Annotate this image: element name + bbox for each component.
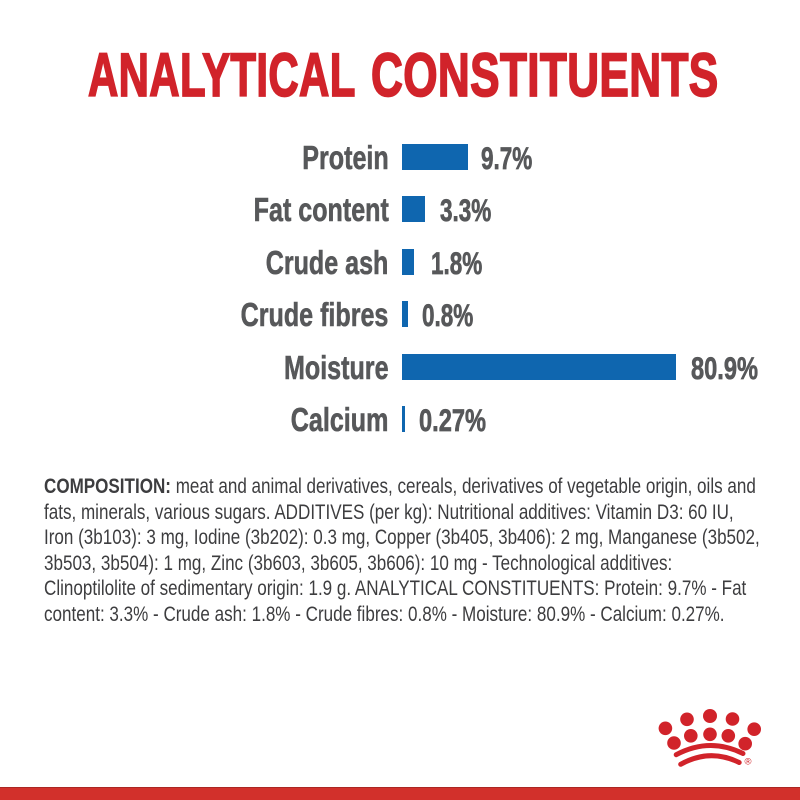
svg-text:®: ® xyxy=(745,757,752,768)
